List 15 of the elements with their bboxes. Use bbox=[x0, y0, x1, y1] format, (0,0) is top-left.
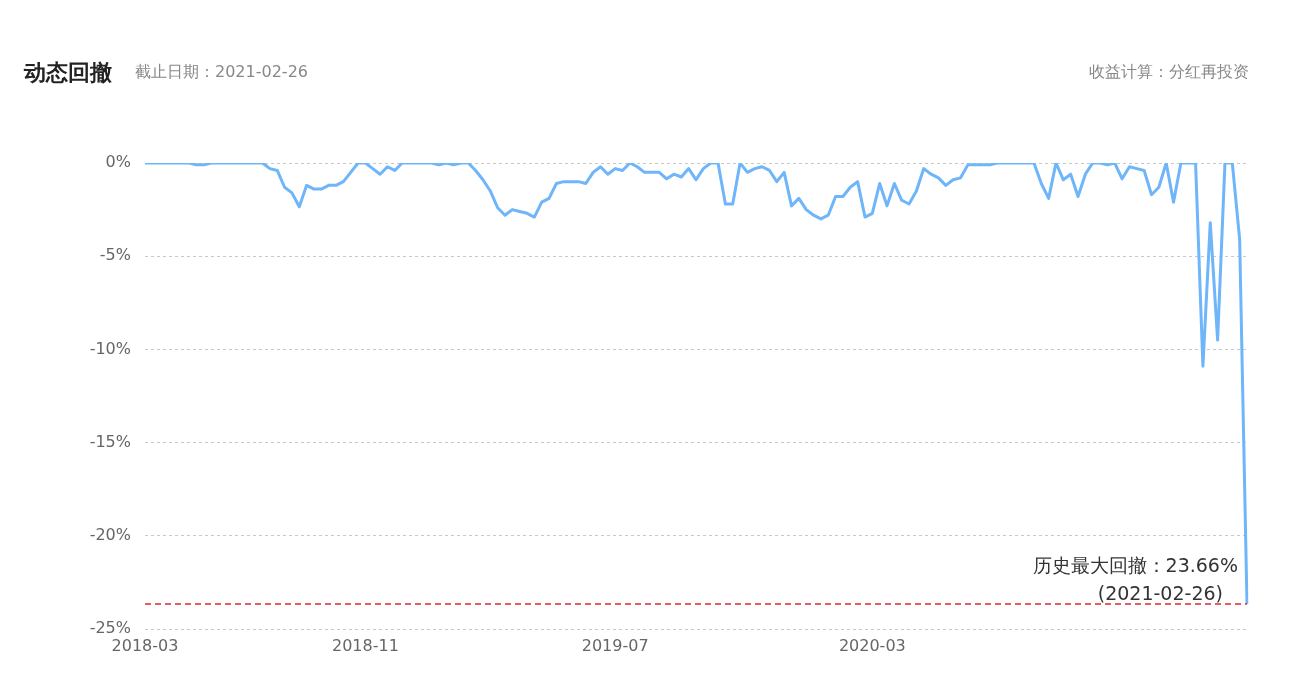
y-tick-label: 0% bbox=[105, 152, 131, 172]
annotation: (2021-02-26) bbox=[1097, 582, 1223, 605]
chart-title: 动态回撤 bbox=[24, 59, 112, 87]
text: 收益计算：分红再投资 bbox=[1089, 62, 1249, 83]
ref-line-label: 历史最大回撤：23.66% bbox=[1032, 554, 1238, 577]
x-tick-label: 2018-11 bbox=[331, 635, 399, 655]
y-tick-label: -20% bbox=[89, 524, 131, 544]
x-tick-label: 2020-03 bbox=[838, 635, 906, 655]
y-tick-label: -25% bbox=[89, 618, 131, 638]
x-tick-label: 2019-07 bbox=[581, 635, 649, 655]
y-tick-label: -15% bbox=[89, 431, 131, 451]
y-tick-label: -5% bbox=[99, 245, 131, 265]
chart-subtitle: 截止日期：2021-02-26 bbox=[135, 62, 308, 83]
x-tick-label: 2018-03 bbox=[111, 635, 179, 655]
y-tick-label: -10% bbox=[89, 338, 131, 358]
